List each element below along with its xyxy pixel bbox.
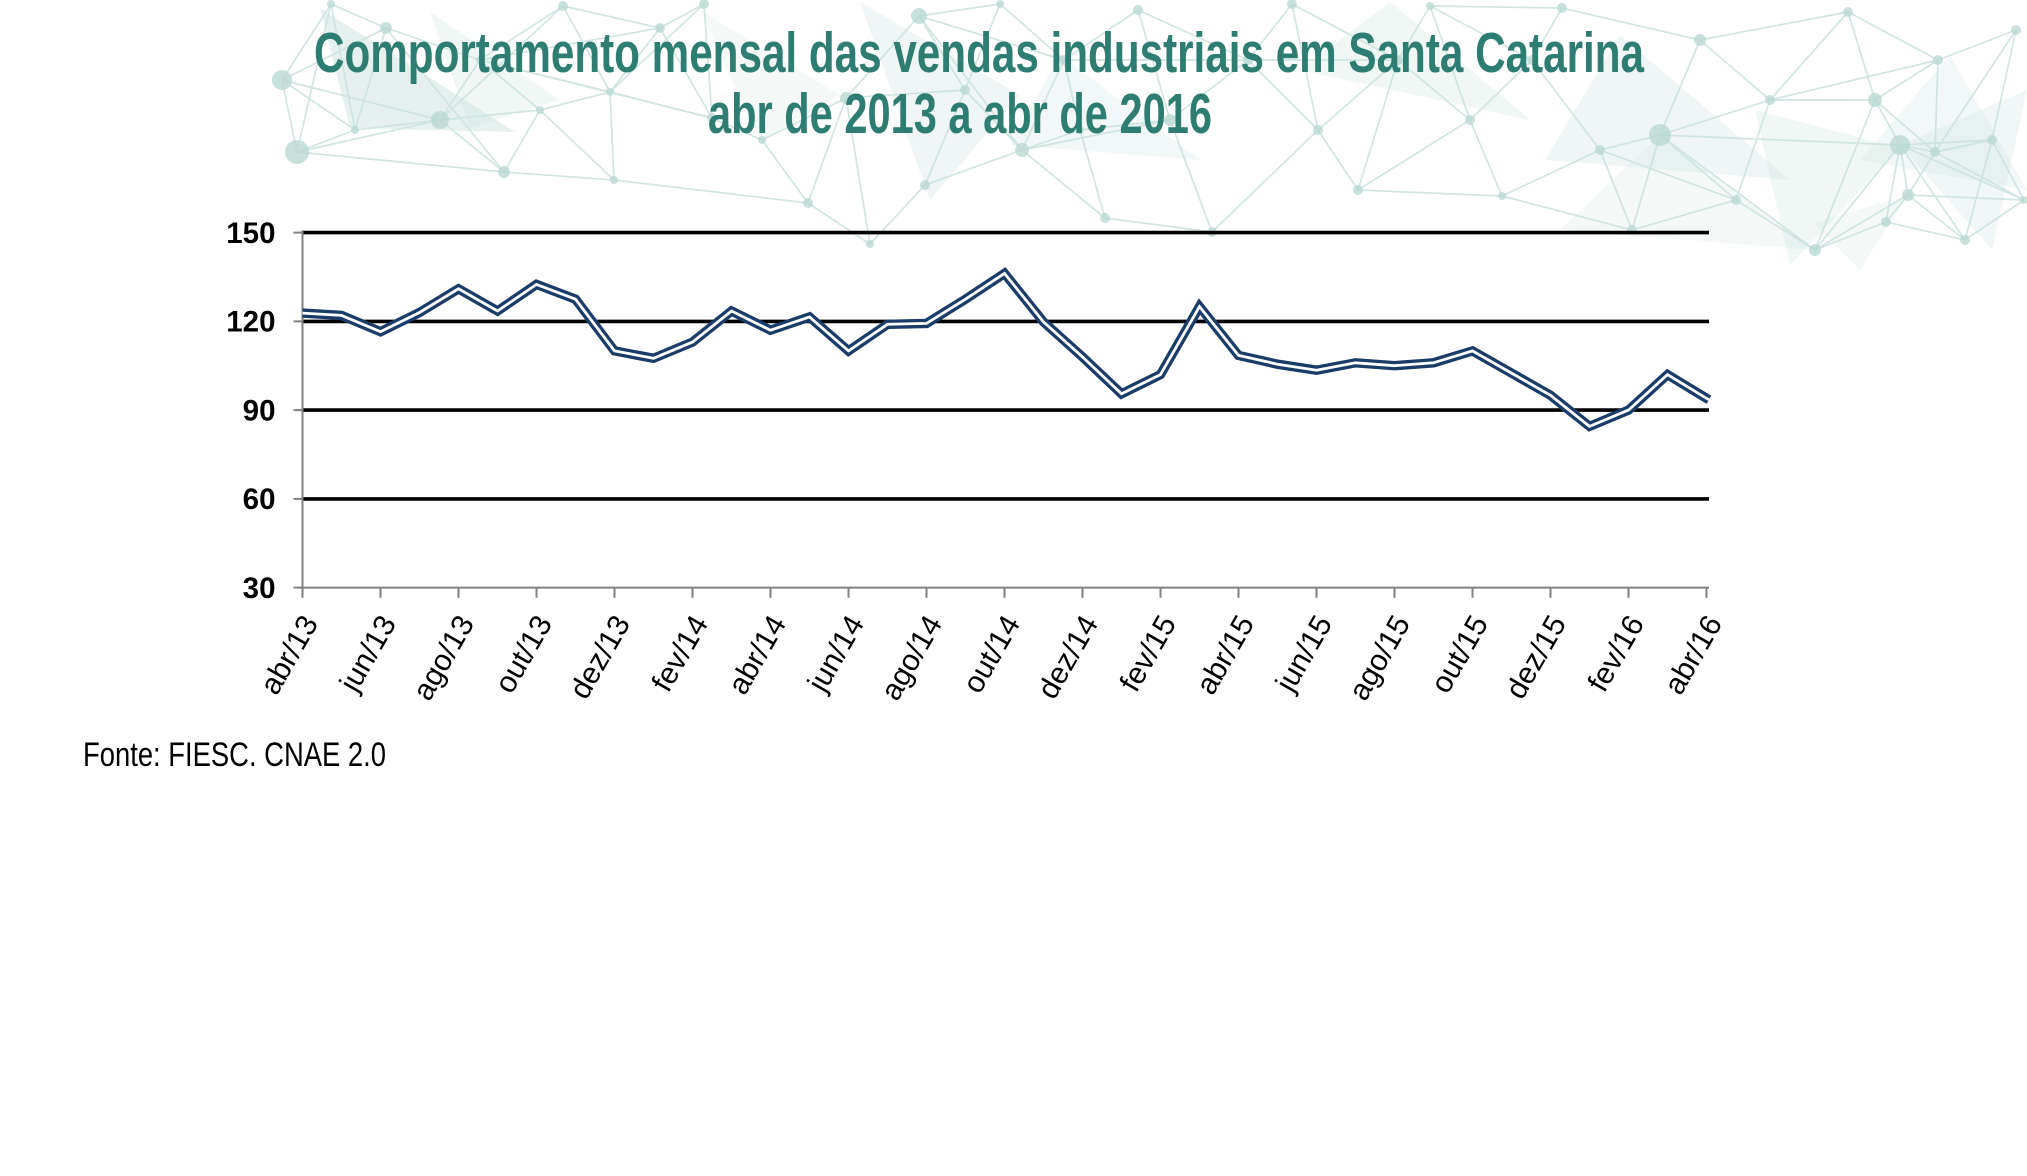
svg-text:120: 120: [226, 306, 275, 339]
svg-text:150: 150: [226, 217, 275, 250]
svg-text:90: 90: [243, 394, 276, 427]
svg-text:Fonte: FIESC. CNAE 2.0: Fonte: FIESC. CNAE 2.0: [83, 736, 386, 774]
svg-text:Comportamento mensal das venda: Comportamento mensal das vendas industri…: [314, 21, 1645, 85]
svg-text:abr de 2013 a abr de 2016: abr de 2013 a abr de 2016: [708, 82, 1212, 146]
svg-text:30: 30: [243, 572, 276, 605]
svg-text:60: 60: [243, 483, 276, 516]
